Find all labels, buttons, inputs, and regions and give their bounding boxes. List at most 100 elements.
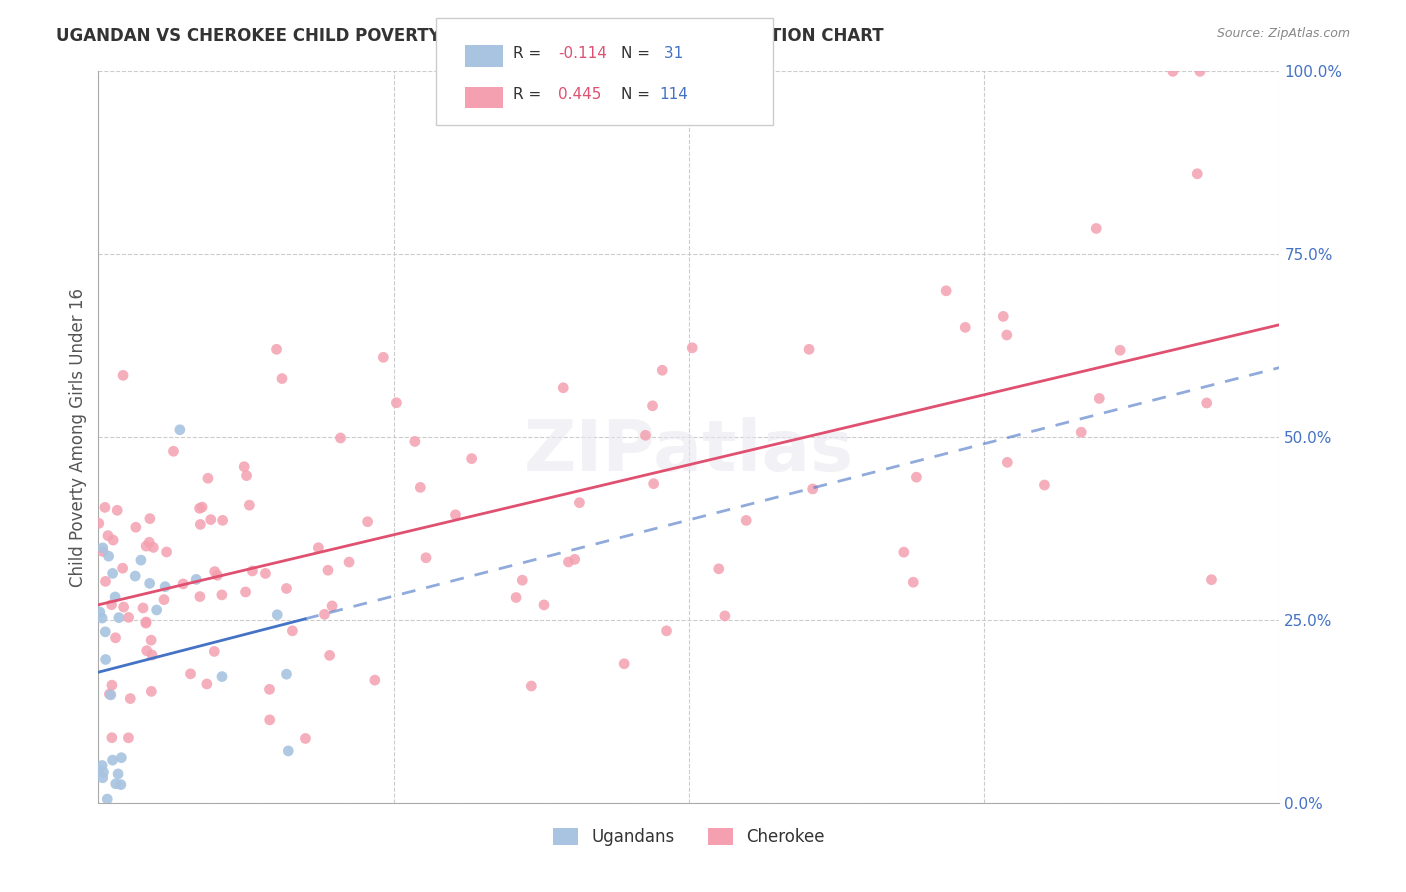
Text: 31: 31 <box>659 46 683 61</box>
Cherokee <box>415 550 437 565</box>
Cherokee <box>105 503 128 517</box>
Ugandans <box>101 566 124 581</box>
Ugandans <box>100 688 122 702</box>
Cherokee <box>112 368 135 383</box>
Cherokee <box>568 496 591 510</box>
Cherokee <box>112 600 135 615</box>
Ugandans <box>138 576 160 591</box>
Cherokee <box>132 601 155 615</box>
Cherokee <box>356 515 378 529</box>
Cherokee <box>1187 167 1209 181</box>
Cherokee <box>141 648 163 662</box>
Cherokee <box>101 731 124 745</box>
Cherokee <box>233 459 256 474</box>
Cherokee <box>655 624 678 638</box>
Cherokee <box>404 434 426 449</box>
Y-axis label: Child Poverty Among Girls Under 16: Child Poverty Among Girls Under 16 <box>69 287 87 587</box>
Cherokee <box>276 582 298 596</box>
Cherokee <box>797 343 820 357</box>
Ugandans <box>129 553 152 567</box>
Cherokee <box>162 444 184 458</box>
Cherokee <box>1070 425 1092 440</box>
Cherokee <box>1201 573 1223 587</box>
Cherokee <box>200 513 222 527</box>
Ugandans <box>124 569 146 583</box>
Ugandans <box>101 753 124 767</box>
Text: 0.445: 0.445 <box>558 87 602 102</box>
Ugandans <box>91 758 114 772</box>
Cherokee <box>235 585 257 599</box>
Cherokee <box>259 682 281 697</box>
Cherokee <box>510 573 533 587</box>
Cherokee <box>364 673 387 687</box>
Cherokee <box>281 624 304 638</box>
Cherokee <box>553 381 575 395</box>
Cherokee <box>294 731 316 746</box>
Cherokee <box>337 555 360 569</box>
Cherokee <box>385 396 408 410</box>
Cherokee <box>101 533 124 547</box>
Cherokee <box>1109 343 1132 358</box>
Cherokee <box>155 545 177 559</box>
Cherokee <box>135 615 157 629</box>
Cherokee <box>735 513 758 527</box>
Cherokee <box>211 588 233 602</box>
Cherokee <box>714 608 737 623</box>
Ugandans <box>94 624 117 639</box>
Ugandans <box>104 777 127 791</box>
Cherokee <box>533 598 555 612</box>
Cherokee <box>135 539 157 553</box>
Cherokee <box>202 644 225 658</box>
Cherokee <box>197 471 219 485</box>
Ugandans <box>107 767 129 781</box>
Ugandans <box>91 541 114 555</box>
Cherokee <box>318 648 340 663</box>
Cherokee <box>254 566 277 581</box>
Cherokee <box>188 501 211 516</box>
Ugandans <box>153 580 176 594</box>
Cherokee <box>101 678 124 692</box>
Ugandans <box>169 423 191 437</box>
Cherokee <box>1195 396 1218 410</box>
Cherokee <box>104 631 127 645</box>
Text: N =: N = <box>621 46 655 61</box>
Ugandans <box>93 765 115 780</box>
Cherokee <box>905 470 928 484</box>
Cherokee <box>100 598 122 612</box>
Cherokee <box>94 574 117 589</box>
Cherokee <box>207 568 229 582</box>
Cherokee <box>153 592 176 607</box>
Text: R =: R = <box>513 46 547 61</box>
Cherokee <box>271 371 294 385</box>
Cherokee <box>634 428 657 442</box>
Cherokee <box>316 563 339 577</box>
Cherokee <box>444 508 467 522</box>
Cherokee <box>138 535 160 549</box>
Cherokee <box>1088 392 1111 406</box>
Ugandans <box>96 792 118 806</box>
Cherokee <box>993 310 1015 324</box>
Cherokee <box>935 284 957 298</box>
Cherokee <box>188 517 211 532</box>
Cherokee <box>314 607 336 622</box>
Cherokee <box>564 552 586 566</box>
Cherokee <box>211 513 233 527</box>
Legend: Ugandans, Cherokee: Ugandans, Cherokee <box>547 822 831 853</box>
Cherokee <box>329 431 352 445</box>
Cherokee <box>117 731 139 745</box>
Ugandans <box>277 744 299 758</box>
Cherokee <box>903 575 925 590</box>
Cherokee <box>643 476 665 491</box>
Ugandans <box>97 549 120 564</box>
Cherokee <box>191 500 214 514</box>
Cherokee <box>557 555 579 569</box>
Text: 114: 114 <box>659 87 689 102</box>
Cherokee <box>125 520 148 534</box>
Cherokee <box>139 633 162 648</box>
Cherokee <box>409 480 432 494</box>
Cherokee <box>955 320 977 334</box>
Cherokee <box>307 541 329 555</box>
Cherokee <box>142 541 165 555</box>
Ugandans <box>145 603 167 617</box>
Cherokee <box>651 363 673 377</box>
